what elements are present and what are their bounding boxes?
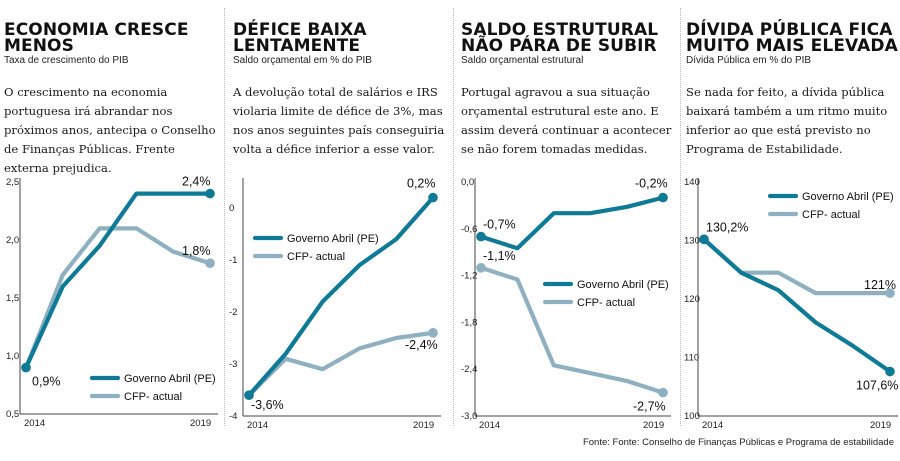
data-label: 121% xyxy=(864,278,896,292)
y-tick-label: 0,0 xyxy=(461,177,474,188)
y-tick-label: 120 xyxy=(684,294,700,305)
y-tick-label: 110 xyxy=(684,353,699,364)
legend-label-cfp: CFP- actual xyxy=(577,297,635,309)
legend-label-governo: Governo Abril (PE) xyxy=(124,373,216,385)
y-tick-label: -1,8 xyxy=(461,317,477,328)
data-label: 107,6% xyxy=(856,379,898,393)
panel-description: Portugal agravou a sua situação orçament… xyxy=(461,85,672,156)
y-tick-label: 2,5 xyxy=(6,177,19,188)
x-tick-label: 2019 xyxy=(413,420,434,431)
y-tick-label: 130 xyxy=(684,236,700,247)
x-tick-label: 2014 xyxy=(479,420,500,431)
panel-subtitle: Dívida Pública em % do PIB xyxy=(686,55,812,66)
point-cfp xyxy=(658,387,668,398)
point-governo xyxy=(244,390,254,400)
panel-divider xyxy=(453,8,454,426)
x-tick-label: 2014 xyxy=(247,420,268,431)
y-tick-label: -1,2 xyxy=(461,271,477,282)
y-tick-label: -3,0 xyxy=(461,411,477,422)
series-line-cfp xyxy=(246,330,436,398)
data-label: -0,2% xyxy=(635,177,668,191)
data-label: -0,7% xyxy=(483,218,516,232)
point-governo xyxy=(205,188,215,199)
data-label: -2,7% xyxy=(633,400,666,414)
panel-divider xyxy=(224,8,225,426)
panel-subtitle: Saldo orçamental estrutural xyxy=(461,55,584,66)
y-tick-label: 140 xyxy=(684,177,700,188)
point-cfp xyxy=(885,288,895,298)
legend-label-cfp: CFP- actual xyxy=(124,391,182,403)
panel-saldo-estrutural: SALDO ESTRUTURAL NÃO PÁRA DE SUBIR Saldo… xyxy=(461,0,683,436)
panel-economia: ECONOMIA CRESCE MENOS Taxa de cresciment… xyxy=(4,0,226,436)
panel-description: Se nada for feito, a dívida pública baix… xyxy=(686,85,888,156)
series-line-governo xyxy=(246,195,436,398)
point-governo xyxy=(21,362,31,373)
data-label: -1,1% xyxy=(483,249,516,263)
series-line-governo xyxy=(478,195,666,251)
y-tick-label: -4 xyxy=(229,411,237,422)
legend-label-cfp: CFP- actual xyxy=(287,251,345,263)
panel-description: A devolução total de salários e IRS viol… xyxy=(233,85,445,156)
legend-label-governo: Governo Abril (PE) xyxy=(577,279,669,291)
y-tick-label: 1,0 xyxy=(6,351,19,362)
point-cfp xyxy=(205,258,215,268)
legend-label-governo: Governo Abril (PE) xyxy=(287,233,379,245)
legend-label-governo: Governo Abril (PE) xyxy=(802,191,894,203)
panel-subtitle: Saldo orçamental em % do PIB xyxy=(233,55,372,66)
point-governo xyxy=(428,192,438,203)
panel-subtitle: Taxa de crescimento do PIB xyxy=(4,55,129,66)
data-label: 0,2% xyxy=(407,177,436,191)
chart-saldo-orcamental: -4 -3 -2 -1 0 2014 2019 -3,6% 0,2% -2,4% Governo A… xyxy=(229,177,441,431)
y-tick-label: 0 xyxy=(229,203,234,214)
panel-divida: DÍVIDA PÚBLICA FICA MUITO MAIS ELEVADA D… xyxy=(684,0,900,436)
x-tick-label: 2019 xyxy=(643,420,664,431)
panel-divider xyxy=(680,8,681,426)
data-label: 0,9% xyxy=(32,375,61,389)
x-tick-label: 2019 xyxy=(190,418,211,429)
point-cfp xyxy=(428,328,438,338)
series-line-governo xyxy=(701,237,893,374)
data-label: 1,8% xyxy=(182,244,211,258)
panel-defice: DÉFICE BAIXA LENTAMENTE Saldo orçamental… xyxy=(229,0,455,436)
y-tick-label: 1,5 xyxy=(6,293,19,304)
point-governo xyxy=(885,366,895,377)
point-governo xyxy=(658,192,668,203)
y-tick-label: -2 xyxy=(229,307,237,318)
panel-title: DÍVIDA PÚBLICA FICA MUITO MAIS ELEVADA xyxy=(686,20,898,56)
panel-title: DÉFICE BAIXA LENTAMENTE xyxy=(233,20,367,56)
panel-title: SALDO ESTRUTURAL NÃO PÁRA DE SUBIR xyxy=(461,20,659,56)
panel-description: O crescimento na economia portuguesa irá… xyxy=(4,85,216,175)
chart-saldo-estrutural: -3,0 -2,4 -1,8 -1,2 -0,6 0,0 2014 2019 -0,7% -0,2… xyxy=(461,177,671,431)
point-cfp xyxy=(476,263,486,273)
x-tick-label: 2019 xyxy=(870,420,891,431)
x-tick-label: 2014 xyxy=(702,420,723,431)
x-tick-label: 2014 xyxy=(24,418,45,429)
series-line-cfp xyxy=(478,265,666,395)
y-tick-label: 2,0 xyxy=(6,235,19,246)
legend-label-cfp: CFP- actual xyxy=(802,209,860,221)
y-tick-label: -0,6 xyxy=(461,224,477,235)
source-note: Fonte: Fonte: Conselho de Finanças Públi… xyxy=(582,437,894,448)
data-label: -3,6% xyxy=(251,398,284,412)
y-tick-label: -1 xyxy=(229,255,237,266)
point-governo xyxy=(699,234,709,245)
y-tick-label: 100 xyxy=(684,411,700,422)
chart-divida-publica: 100 110 120 130 140 2014 2019 130,2% 121% 107,6% G… xyxy=(684,177,898,431)
data-label: 2,4% xyxy=(182,175,211,189)
y-tick-label: -2,4 xyxy=(461,364,477,375)
chart-pib-growth: 0,5 1,0 1,5 2,0 2,5 2014 2019 0,9% 2,4% 1,8% Gover… xyxy=(6,175,218,429)
data-label: -2,4% xyxy=(405,338,438,352)
panel-title: ECONOMIA CRESCE MENOS xyxy=(4,20,189,56)
series-line-cfp xyxy=(23,226,213,370)
series-line-governo xyxy=(23,191,213,370)
data-label: 130,2% xyxy=(706,220,748,234)
point-governo xyxy=(476,231,486,242)
y-tick-label: -3 xyxy=(229,359,237,370)
y-tick-label: 0,5 xyxy=(6,409,19,420)
